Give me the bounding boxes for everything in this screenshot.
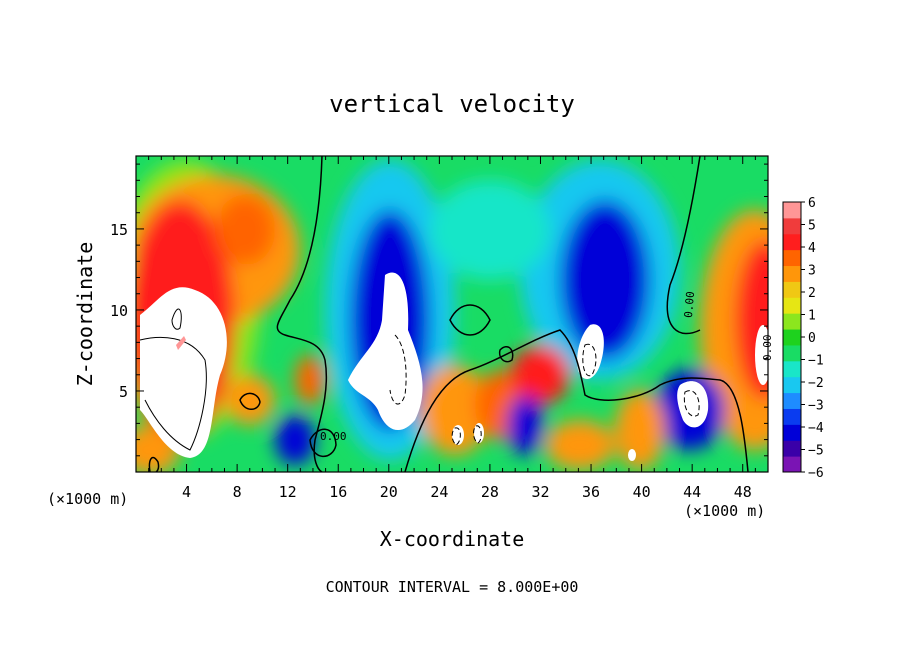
colorbar-tick-label: 3	[808, 264, 816, 279]
x-tick-label: 48	[734, 483, 752, 501]
zero-contour	[498, 346, 514, 363]
saturated-core	[348, 272, 423, 431]
x-tick-label: 12	[279, 483, 297, 501]
colorbar-tick-label: −2	[808, 376, 824, 391]
saturated-core	[577, 324, 604, 380]
contour-line	[451, 427, 461, 446]
colorbar-tick-label: −3	[808, 399, 824, 414]
y-axis-label: Z-coordinate	[73, 242, 97, 387]
contour-line	[139, 336, 207, 451]
contour-line	[683, 390, 700, 417]
colorbar-swatch	[783, 281, 801, 298]
y-tick-label: 10	[110, 302, 128, 320]
contour-line	[389, 334, 407, 405]
colorbar-swatch	[783, 313, 801, 330]
field-blob	[560, 200, 650, 360]
saturated-core	[474, 423, 484, 443]
colorbar-swatch	[783, 392, 801, 409]
colorbar-swatch	[783, 329, 801, 346]
zero-contour	[666, 156, 701, 335]
x-tick-label: 40	[633, 483, 651, 501]
contour-line	[582, 343, 597, 377]
chart-title: vertical velocity	[329, 90, 575, 118]
x-tick-label: 36	[582, 483, 600, 501]
colorbar-swatch	[783, 360, 801, 378]
colorbar-tick-label: −4	[808, 421, 824, 436]
x-tick-label: 32	[531, 483, 549, 501]
colorbar-swatch	[783, 424, 801, 441]
colorbar-swatch	[783, 265, 801, 282]
contour-line	[473, 425, 482, 444]
saturated-core	[140, 287, 227, 458]
colorbar-swatch	[783, 440, 801, 457]
contour-label: 0.00	[320, 430, 347, 443]
saturated-core	[628, 449, 636, 461]
zero-contour	[276, 156, 328, 472]
colorbar-tick-label: 5	[808, 219, 816, 234]
colorbar-tick-label: 0	[808, 331, 816, 346]
colorbar-tick-label: 2	[808, 286, 816, 301]
colorbar-swatch	[783, 408, 801, 425]
colorbar-swatch	[783, 233, 801, 251]
x-tick-label: 24	[430, 483, 448, 501]
colorbar-swatch	[783, 202, 801, 219]
field-blob	[545, 420, 615, 470]
x-axis: 4 8 12 16 20 24 28 32 36 40 44 48	[148, 156, 756, 501]
field-blob	[215, 195, 275, 265]
field-blob	[275, 415, 315, 465]
zero-contour	[449, 304, 491, 336]
x-tick-label: 28	[481, 483, 499, 501]
zero-contour	[404, 329, 749, 472]
y-axis: 5 10 15	[110, 163, 768, 457]
saturated-core	[452, 425, 464, 445]
y-tick-label: 5	[119, 383, 128, 401]
field-blob	[225, 375, 275, 425]
colorbar-tick-label: 1	[808, 309, 816, 324]
x-tick-label: 20	[380, 483, 398, 501]
zero-contour	[309, 428, 337, 458]
colorbar-swatch	[783, 249, 801, 267]
x-tick-label: 16	[329, 483, 347, 501]
x-tick-label: 8	[233, 483, 242, 501]
y-tick-label: 15	[110, 221, 128, 239]
field-blob	[430, 180, 550, 280]
x-unit-note-right: (×1000 m)	[684, 502, 765, 520]
x-axis-label: X-coordinate	[380, 527, 525, 551]
contour-interval-note: CONTOUR INTERVAL = 8.000E+00	[326, 578, 579, 596]
x-tick-label: 4	[182, 483, 191, 501]
contour-line	[171, 308, 182, 330]
colorbar-tick-label: 6	[808, 196, 816, 211]
x-unit-note-left: (×1000 m)	[47, 490, 128, 508]
zero-contour	[239, 392, 261, 410]
zero-contour	[148, 456, 160, 472]
field-blob	[420, 365, 490, 455]
field-blob	[615, 390, 665, 470]
saturated-core	[755, 325, 768, 385]
colorbar-swatch	[783, 376, 801, 394]
field-blob	[507, 395, 543, 455]
colorbar-swatch	[783, 217, 801, 235]
field-blob	[295, 355, 325, 405]
colorbar-swatch	[783, 456, 801, 473]
positive-patch	[176, 336, 186, 350]
colorbar-swatch	[783, 297, 801, 314]
colorbar-tick-label: −1	[808, 354, 824, 369]
field-blob	[510, 345, 570, 405]
contour-label: 0.00	[682, 291, 697, 319]
colorbar-tick-label: −6	[808, 466, 824, 481]
colorbar-swatch	[783, 344, 801, 362]
colorbar: 6 5 4 3 2 1 0 −1 −2 −3 −4 −5 −6	[782, 196, 824, 481]
x-tick-label: 44	[683, 483, 701, 501]
colorbar-tick-label: 4	[808, 241, 816, 256]
colorbar-tick-label: −5	[808, 444, 824, 459]
